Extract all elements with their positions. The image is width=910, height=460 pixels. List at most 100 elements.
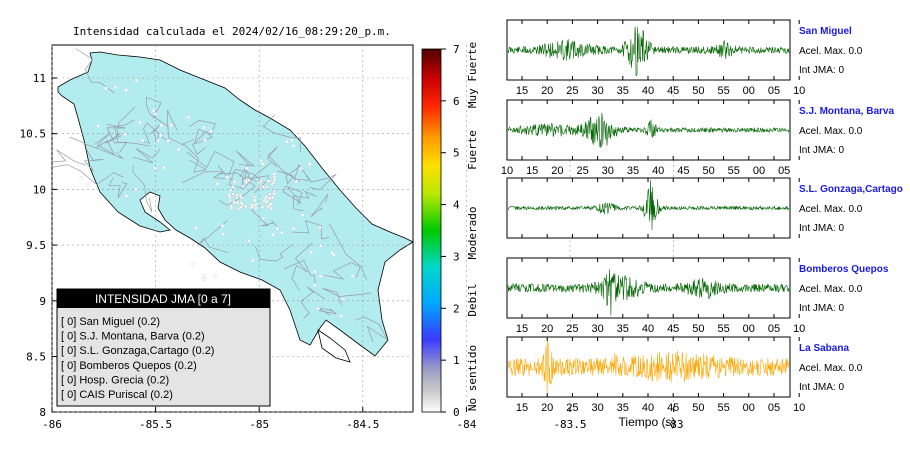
lat-tick-label: 8.5 <box>26 351 46 364</box>
station-accel-max: Acel. Max. 0.0 <box>799 126 863 137</box>
peninsula-inner <box>317 329 351 363</box>
urban-dot <box>229 203 233 208</box>
station-int-jma: Int JMA: 0 <box>799 303 844 314</box>
urban-dot <box>266 179 270 183</box>
station-dot <box>261 216 266 221</box>
urban-dot <box>265 185 269 190</box>
station-dot <box>275 226 280 231</box>
road-line <box>267 146 300 183</box>
station-dot <box>299 166 303 171</box>
seismogram-panel: 15 20 25 30 35 40 45 50 55 00 05 10 La Sabana Acel. M… <box>506 336 863 414</box>
road-line <box>52 164 124 186</box>
station-dot <box>124 88 128 93</box>
road-line <box>83 149 105 172</box>
seismogram-tick-label: 00 <box>743 323 755 335</box>
station-name: S.L. Gonzaga,Cartago <box>799 184 903 195</box>
urban-dot <box>247 178 251 183</box>
seismogram-trace <box>507 340 790 393</box>
station-dot <box>289 138 294 142</box>
colorbar-category-label: Debil <box>466 283 479 316</box>
seismogram-trace <box>507 269 790 316</box>
colorbar-category-labels: Muy Fuerte Fuerte Moderado Debil No sentido <box>466 42 479 411</box>
seismogram-xlabel: Tiempo (s) <box>619 415 676 429</box>
lat-tick-label: 10.5 <box>20 128 47 141</box>
legend-item: [ 0] S.J. Montana, Barva (0.2) <box>61 331 205 343</box>
station-dot <box>96 124 101 128</box>
station-int-jma: Int JMA: 0 <box>799 145 844 156</box>
urban-dot <box>244 180 249 185</box>
station-accel-max: Acel. Max. 0.0 <box>799 204 863 215</box>
seismogram-panel: 10 15 20 25 30 35 40 45 50 55 00 05 S.J. Montana, Ba… <box>501 99 894 177</box>
station-dot <box>285 139 289 144</box>
station-name: Bomberos Quepos <box>799 264 889 275</box>
urban-dot <box>266 204 270 209</box>
seismogram-tick-label: 30 <box>591 402 603 414</box>
station-dot <box>244 166 249 170</box>
urban-dot <box>240 202 245 206</box>
urban-dot <box>235 201 240 205</box>
station-accel-max: Acel. Max. 0.0 <box>799 46 863 57</box>
station-dot <box>158 133 163 138</box>
road-line <box>114 119 151 147</box>
road-line <box>186 151 235 179</box>
legend-item: [ 0] CAIS Puriscal (0.2) <box>61 389 173 401</box>
road-line <box>189 120 216 142</box>
station-dot <box>247 239 251 243</box>
station-dot <box>279 230 284 235</box>
road-line <box>106 124 128 153</box>
station-dot <box>301 213 305 217</box>
seismogram-tick-label: 40 <box>642 402 654 414</box>
seismogram-trace <box>507 179 790 230</box>
seismogram-tick-label: 00 <box>743 402 755 414</box>
seismogram-tick-label: 25 <box>566 323 578 335</box>
seismogram-trace <box>507 112 790 149</box>
urban-dot <box>238 205 243 209</box>
road-line <box>255 244 294 262</box>
urban-dot <box>231 184 235 189</box>
seismogram-panels: 15 20 25 30 35 40 45 50 55 00 05 10 San Miguel Acel. … <box>501 19 903 414</box>
seismogram-tick-label: 00 <box>753 165 765 177</box>
seismogram-tick-label: 30 <box>602 165 614 177</box>
station-dot <box>316 306 320 311</box>
seismogram-tick-label: 05 <box>778 165 790 177</box>
urban-dot <box>252 194 256 199</box>
station-dot <box>350 273 355 278</box>
colorbar-tick-label: 2 <box>453 302 460 315</box>
station-dot <box>113 85 118 90</box>
urban-dot <box>244 204 248 209</box>
urban-dot <box>233 180 237 184</box>
urban-dot <box>232 200 236 205</box>
road-line <box>146 96 169 127</box>
station-dots <box>79 78 355 318</box>
station-dot <box>156 138 160 143</box>
road-line <box>310 194 328 217</box>
station-dot <box>202 277 206 282</box>
seismogram-tick-label: 15 <box>516 85 528 97</box>
lon-tick-label: -84 <box>456 418 476 431</box>
lat-tick-label: 8 <box>39 406 46 419</box>
road-line <box>192 131 213 155</box>
seismogram-tick-label: 50 <box>692 402 704 414</box>
road-line <box>324 262 361 280</box>
seismogram-tick-label: 05 <box>768 402 780 414</box>
station-dot <box>213 273 217 278</box>
urban-dot <box>271 181 275 185</box>
station-dot <box>221 232 225 236</box>
station-dot <box>153 166 157 171</box>
seismogram-tick-label: 55 <box>717 402 729 414</box>
urban-dot <box>235 196 239 200</box>
station-int-jma: Int JMA: 0 <box>799 223 844 234</box>
lon-tick-label: -85 <box>249 418 269 431</box>
seismogram-tick-label: 35 <box>617 402 629 414</box>
station-name: S.J. Montana, Barva <box>799 106 894 117</box>
road-line <box>300 286 326 319</box>
seismogram-tick-label: 15 <box>516 323 528 335</box>
legend-box <box>56 288 271 407</box>
lat-tick-label: 9.5 <box>26 239 46 252</box>
seismogram-tick-label: 05 <box>768 85 780 97</box>
road-line <box>251 209 280 230</box>
legend-item: [ 0] Hosp. Grecia (0.2) <box>61 374 169 386</box>
station-dot <box>319 243 323 248</box>
road-line <box>75 48 115 94</box>
seismogram-tick-label: 35 <box>627 165 639 177</box>
